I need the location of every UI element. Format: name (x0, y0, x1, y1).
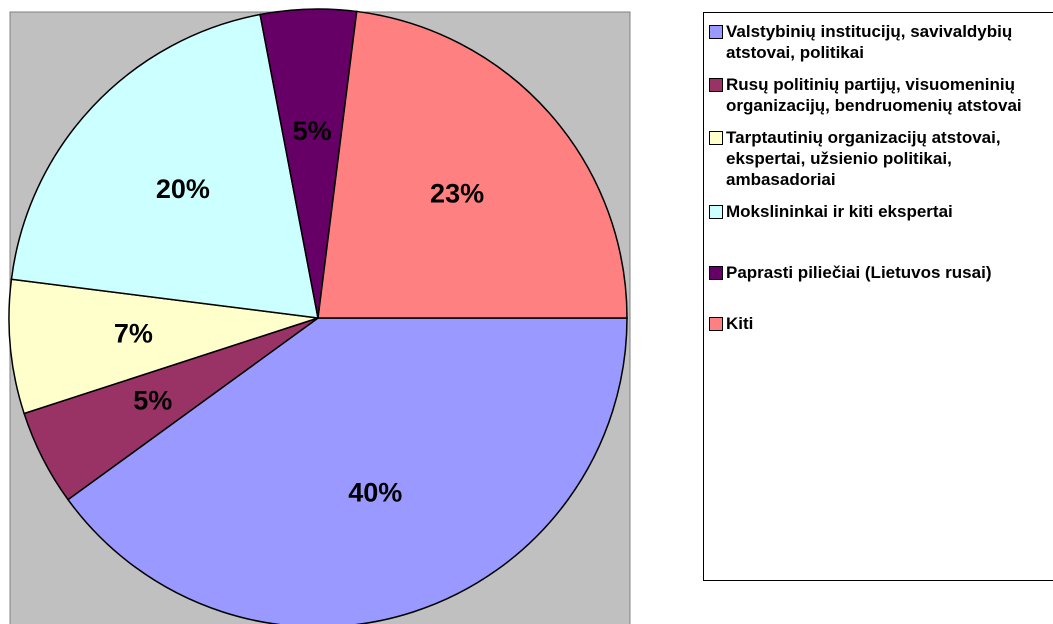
slice-label: 5% (133, 385, 172, 415)
legend-item: Rusų politinių partijų, visuomeninių org… (709, 74, 1053, 116)
pie-slice (10, 13, 319, 319)
pie-slice (8, 278, 319, 415)
pie-slice (66, 317, 628, 624)
legend-swatch (709, 205, 723, 219)
slice-label: 23% (430, 179, 484, 209)
legend-label: Paprasti piliečiai (Lietuvos rusai) (726, 263, 992, 282)
legend-swatch (709, 266, 723, 280)
legend-label: Rusų politinių partijų, visuomeninių org… (726, 75, 1022, 115)
pie: 40% 5% 7% 20% 5% 23% (8, 8, 628, 624)
legend-item: Tarptautinių organizacijų atstovai, eksp… (709, 127, 1053, 190)
legend-item: Valstybinių institucijų, savivaldybių at… (709, 21, 1053, 63)
legend: Valstybinių institucijų, savivaldybių at… (703, 12, 1053, 581)
slice-label: 7% (114, 319, 153, 349)
slice-label: 5% (293, 116, 332, 146)
legend-item: Paprasti piliečiai (Lietuvos rusai) (709, 262, 1053, 283)
slice-label: 20% (156, 174, 210, 204)
legend-item: Kiti (709, 313, 1053, 334)
legend-swatch (709, 131, 723, 145)
legend-item: Mokslininkai ir kiti ekspertai (709, 201, 1053, 222)
legend-label: Mokslininkai ir kiti ekspertai (726, 202, 953, 221)
pie-slice (317, 10, 628, 319)
legend-swatch (709, 317, 723, 331)
slice-label: 40% (348, 477, 402, 507)
legend-swatch (709, 78, 723, 92)
legend-swatch (709, 25, 723, 39)
legend-label: Valstybinių institucijų, savivaldybių at… (726, 22, 1013, 62)
chart: 40% 5% 7% 20% 5% 23% (8, 8, 631, 624)
legend-label: Tarptautinių organizacijų atstovai, eksp… (726, 128, 1001, 189)
legend-label: Kiti (726, 314, 754, 333)
